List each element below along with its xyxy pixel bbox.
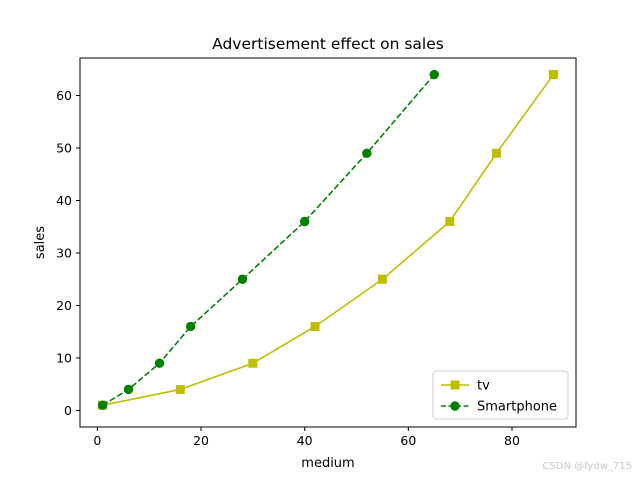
x-tick-label: 0 — [93, 433, 101, 448]
y-tick-label: 30 — [56, 245, 72, 260]
data-point-tv — [310, 321, 320, 331]
x-axis: 0 20 40 60 80 — [93, 427, 520, 448]
y-tick-label: 40 — [56, 193, 72, 208]
data-point-smartphone — [299, 216, 310, 227]
data-point-smartphone — [123, 384, 134, 395]
y-axis: 0 10 20 30 40 50 60 — [56, 88, 80, 418]
data-point-tv — [377, 274, 387, 284]
legend-box — [432, 370, 569, 420]
series-line-smartphone — [102, 74, 435, 406]
legend-label-tv: tv — [477, 379, 490, 394]
plot-area — [97, 69, 558, 410]
axes-frame — [79, 57, 577, 428]
legend-marker-smartphone — [450, 401, 460, 411]
legend-marker-tv — [450, 380, 460, 390]
data-point-smartphone — [185, 321, 196, 332]
legend: tv Smartphone — [432, 370, 569, 420]
watermark: CSDN @fydw_715 — [542, 461, 632, 472]
data-point-smartphone — [237, 274, 248, 284]
chart-title: Advertisement effect on sales — [212, 35, 444, 53]
data-point-smartphone — [97, 400, 108, 410]
x-tick-label: 60 — [400, 433, 416, 448]
y-axis-label: sales — [33, 226, 48, 259]
data-point-smartphone — [429, 69, 439, 80]
legend-entry-tv: tv — [441, 379, 490, 394]
y-tick-label: 60 — [56, 88, 72, 103]
y-tick-label: 10 — [56, 350, 72, 365]
series-smartphone — [97, 69, 439, 410]
legend-entry-smartphone: Smartphone — [441, 400, 557, 415]
data-point-tv — [548, 70, 558, 80]
x-tick-label: 20 — [193, 433, 209, 448]
data-point-tv — [248, 358, 258, 368]
legend-label-smartphone: Smartphone — [477, 400, 557, 415]
x-tick-label: 40 — [297, 433, 313, 448]
data-point-tv — [491, 148, 501, 158]
x-tick-label: 80 — [504, 433, 520, 448]
data-point-smartphone — [154, 358, 165, 368]
data-point-tv — [175, 384, 185, 394]
data-point-smartphone — [362, 148, 372, 158]
y-tick-label: 20 — [56, 298, 72, 313]
x-axis-label: medium — [301, 456, 354, 471]
series-line-tv — [102, 74, 555, 407]
y-tick-label: 50 — [56, 141, 72, 156]
y-tick-label: 0 — [64, 403, 72, 418]
data-point-tv — [445, 217, 455, 227]
